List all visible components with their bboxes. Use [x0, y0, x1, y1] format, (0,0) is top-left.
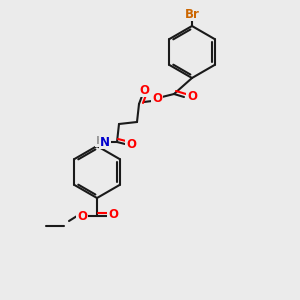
- Text: N: N: [100, 136, 110, 148]
- Text: O: O: [139, 83, 149, 97]
- Text: H: H: [96, 136, 104, 146]
- Text: O: O: [126, 137, 136, 151]
- Text: O: O: [152, 92, 162, 106]
- Text: O: O: [77, 209, 87, 223]
- Text: Br: Br: [184, 8, 200, 20]
- Text: O: O: [187, 89, 197, 103]
- Text: O: O: [108, 208, 118, 221]
